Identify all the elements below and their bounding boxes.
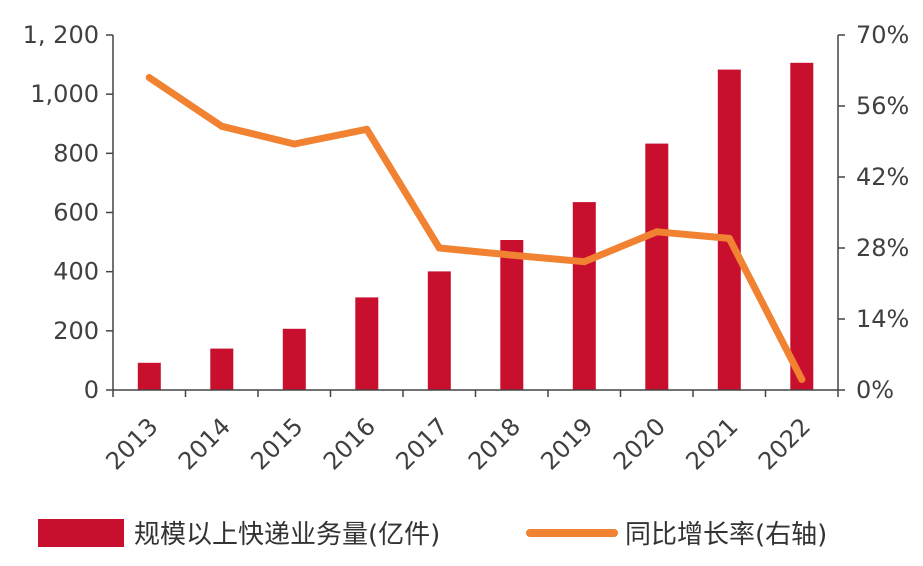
right-tick-label: 14%	[856, 305, 909, 333]
bar-2019	[572, 202, 596, 390]
bar-2018	[500, 240, 524, 390]
line-point-2013	[145, 74, 153, 82]
line-point-2020	[653, 228, 661, 236]
x-tick-label: 2013	[101, 412, 164, 475]
x-tick-label: 2021	[681, 412, 744, 475]
legend-line-label: 同比增长率(右轴)	[625, 520, 827, 550]
x-tick-label: 2019	[536, 412, 599, 475]
left-tick-label: 600	[53, 199, 99, 227]
right-tick-label: 0%	[856, 376, 894, 404]
left-tick-label: 400	[53, 258, 99, 286]
x-tick-label: 2018	[463, 412, 526, 475]
right-tick-label: 70%	[856, 21, 909, 49]
legend-bar-label: 规模以上快递业务量(亿件)	[134, 520, 440, 550]
right-tick-label: 28%	[856, 234, 909, 262]
x-tick-label: 2020	[608, 412, 671, 475]
left-tick-label: 1, 200	[23, 21, 99, 49]
line-point-2021	[725, 234, 733, 242]
bar-2017	[427, 271, 451, 390]
line-series	[145, 74, 806, 383]
left-tick-label: 0	[84, 376, 99, 404]
right-tick-label: 56%	[856, 92, 909, 120]
bar-2014	[210, 348, 234, 390]
x-tick-label: 2022	[753, 412, 816, 475]
left-tick-label: 200	[53, 317, 99, 345]
line-point-2018	[508, 251, 516, 259]
bar-2015	[282, 328, 306, 390]
line-point-2015	[290, 140, 298, 148]
x-tick-label: 2014	[173, 412, 236, 475]
bar-2016	[355, 297, 379, 390]
right-tick-label: 42%	[856, 163, 909, 191]
bar-2021	[717, 69, 741, 390]
line-point-2022	[798, 375, 806, 383]
x-tick-label: 2015	[246, 412, 309, 475]
bar-2022	[790, 62, 814, 391]
left-tick-label: 1,000	[30, 80, 99, 108]
axes	[106, 34, 845, 397]
left-tick-label: 800	[53, 139, 99, 167]
line-point-2019	[580, 258, 588, 266]
line-point-2016	[363, 125, 371, 133]
x-tick-label: 2016	[318, 412, 381, 475]
legend-bar-swatch	[38, 519, 124, 547]
bar-series	[137, 62, 814, 391]
bar-2013	[137, 362, 161, 390]
line-point-2014	[218, 122, 226, 130]
legend: 规模以上快递业务量(亿件) 同比增长率(右轴)	[38, 519, 827, 550]
growth-rate-line	[145, 74, 806, 383]
bar-2020	[645, 143, 669, 390]
line-point-2017	[435, 244, 443, 252]
x-tick-label: 2017	[391, 412, 454, 475]
